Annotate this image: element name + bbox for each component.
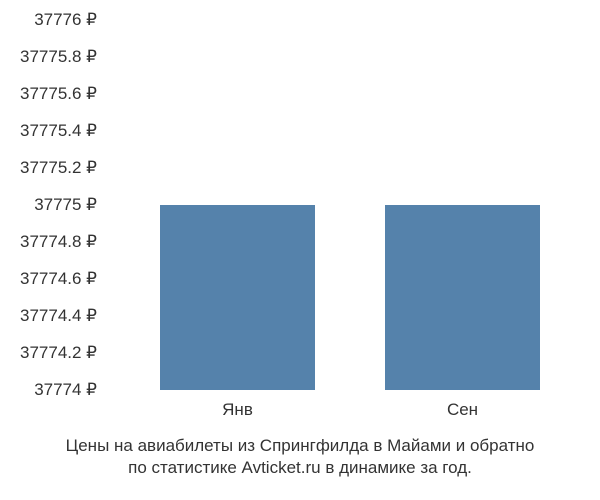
bar-sep [385, 205, 540, 390]
bar-jan [160, 205, 315, 390]
y-axis: 37776 ₽ 37775.8 ₽ 37775.6 ₽ 37775.4 ₽ 37… [0, 20, 105, 390]
y-tick: 37776 ₽ [34, 10, 97, 30]
y-tick: 37774.4 ₽ [20, 306, 97, 326]
chart-container: 37776 ₽ 37775.8 ₽ 37775.6 ₽ 37775.4 ₽ 37… [0, 0, 600, 500]
chart-caption: Цены на авиабилеты из Спрингфилда в Майа… [0, 435, 600, 479]
y-tick: 37775.2 ₽ [20, 158, 97, 178]
plot-area [105, 20, 575, 390]
y-tick: 37775 ₽ [34, 195, 97, 215]
y-tick: 37775.4 ₽ [20, 121, 97, 141]
x-tick: Сен [447, 400, 478, 420]
x-tick: Янв [222, 400, 253, 420]
y-tick: 37774.8 ₽ [20, 232, 97, 252]
x-axis: Янв Сен [105, 400, 575, 430]
y-tick: 37774.2 ₽ [20, 343, 97, 363]
y-tick: 37774 ₽ [34, 380, 97, 400]
y-tick: 37775.6 ₽ [20, 84, 97, 104]
y-tick: 37775.8 ₽ [20, 47, 97, 67]
y-tick: 37774.6 ₽ [20, 269, 97, 289]
